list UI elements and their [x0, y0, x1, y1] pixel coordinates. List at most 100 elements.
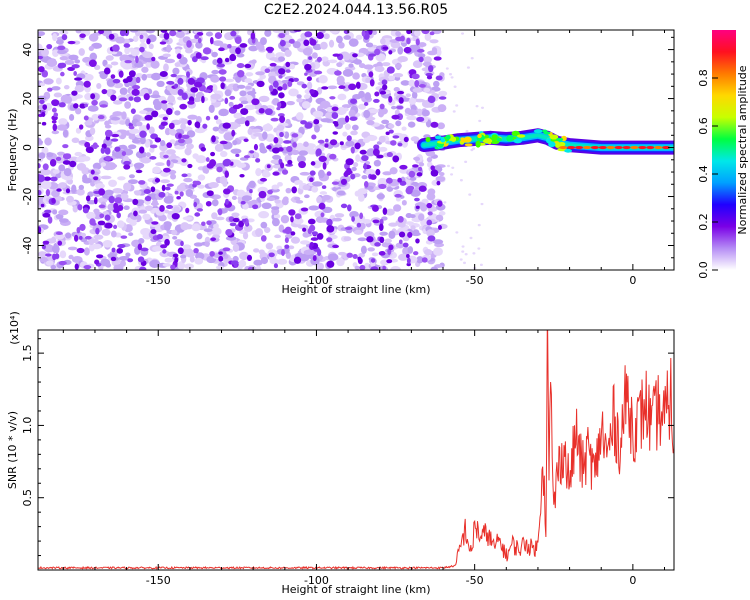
- noise-blob: [38, 189, 42, 196]
- noise-blob: [304, 63, 312, 71]
- noise-blob: [72, 205, 78, 213]
- noise-blob: [166, 159, 171, 167]
- noise-blob: [426, 219, 433, 226]
- noise-blob: [117, 220, 125, 228]
- noise-blob: [197, 174, 206, 181]
- noise-blob: [138, 209, 148, 214]
- noise-blob: [135, 76, 141, 84]
- noise-blob: [309, 241, 314, 247]
- noise-blob: [65, 232, 72, 239]
- signal-blob: [434, 135, 442, 140]
- noise-blob: [387, 123, 395, 129]
- noise-blob: [79, 223, 86, 231]
- noise-blob: [224, 89, 232, 97]
- noise-blob: [278, 68, 286, 75]
- noise-blob: [479, 263, 483, 267]
- noise-blob: [124, 60, 132, 64]
- x-tick-label: -150: [146, 274, 171, 287]
- noise-blob: [186, 143, 194, 150]
- noise-blob: [272, 30, 284, 34]
- noise-blob: [285, 61, 291, 68]
- noise-blob: [251, 59, 257, 64]
- noise-blob: [52, 123, 58, 132]
- noise-blob: [357, 237, 367, 242]
- noise-blob: [385, 177, 393, 184]
- noise-blob: [150, 229, 157, 235]
- noise-blob: [272, 80, 279, 88]
- noise-blob: [269, 57, 279, 61]
- noise-blob: [219, 140, 228, 145]
- noise-blob: [438, 171, 445, 177]
- noise-blob: [164, 238, 170, 246]
- noise-blob: [116, 248, 124, 254]
- noise-blob: [268, 252, 275, 258]
- noise-blob: [277, 181, 283, 187]
- noise-blob: [200, 56, 209, 61]
- noise-blob: [104, 147, 111, 155]
- noise-blob: [76, 188, 85, 196]
- noise-blob: [132, 35, 139, 42]
- noise-blob: [435, 175, 446, 182]
- noise-blob: [224, 97, 229, 105]
- noise-blob: [44, 209, 52, 214]
- noise-blob: [205, 200, 212, 207]
- noise-blob: [121, 61, 133, 70]
- noise-blob: [215, 265, 225, 270]
- noise-blob: [222, 159, 231, 167]
- noise-blob: [92, 142, 98, 150]
- noise-blob: [148, 126, 155, 135]
- noise-blob: [406, 30, 412, 35]
- noise-blob: [59, 56, 69, 61]
- noise-blob: [292, 141, 298, 148]
- noise-blob: [459, 179, 463, 182]
- noise-blob: [39, 99, 45, 105]
- noise-blob: [368, 30, 373, 35]
- signal-blob: [477, 133, 482, 139]
- noise-blob: [355, 81, 361, 89]
- noise-blob: [74, 59, 81, 64]
- noise-blob: [88, 59, 97, 68]
- noise-blob: [90, 93, 96, 100]
- noise-blob: [311, 231, 318, 236]
- signal-blob: [425, 136, 431, 143]
- noise-blob: [84, 141, 91, 148]
- noise-blob: [353, 162, 359, 168]
- noise-blob: [123, 160, 131, 166]
- noise-blob: [406, 253, 410, 259]
- noise-blob: [112, 187, 123, 194]
- noise-blob: [437, 122, 445, 130]
- noise-blob: [374, 242, 381, 247]
- noise-blob: [185, 189, 194, 197]
- noise-blob: [356, 222, 362, 228]
- noise-blob: [80, 232, 86, 238]
- noise-blob: [161, 100, 168, 104]
- signal-core: [646, 145, 655, 150]
- noise-blob: [150, 60, 160, 69]
- noise-blob: [417, 166, 423, 172]
- noise-blob: [69, 160, 77, 168]
- noise-blob: [46, 58, 58, 67]
- noise-blob: [135, 169, 143, 174]
- noise-blob: [68, 254, 74, 260]
- noise-blob: [326, 260, 335, 268]
- noise-blob: [236, 84, 246, 89]
- noise-blob: [293, 218, 304, 225]
- noise-blob: [43, 78, 54, 85]
- noise-blob: [426, 192, 436, 201]
- noise-blob: [169, 129, 178, 136]
- noise-blob: [236, 69, 245, 78]
- noise-blob: [365, 77, 371, 83]
- noise-blob: [132, 84, 141, 90]
- noise-blob: [97, 220, 106, 226]
- noise-blob: [101, 88, 108, 95]
- noise-blob: [363, 64, 374, 70]
- noise-blob: [395, 31, 401, 37]
- colorbar-tick-label: 0.2: [697, 213, 710, 231]
- noise-blob: [369, 174, 377, 180]
- noise-blob: [66, 195, 74, 203]
- noise-blob: [407, 121, 416, 128]
- noise-blob: [243, 138, 249, 143]
- noise-blob: [141, 66, 149, 73]
- snr-plot-area: [38, 330, 674, 570]
- spectrogram-signal-track: [417, 128, 674, 155]
